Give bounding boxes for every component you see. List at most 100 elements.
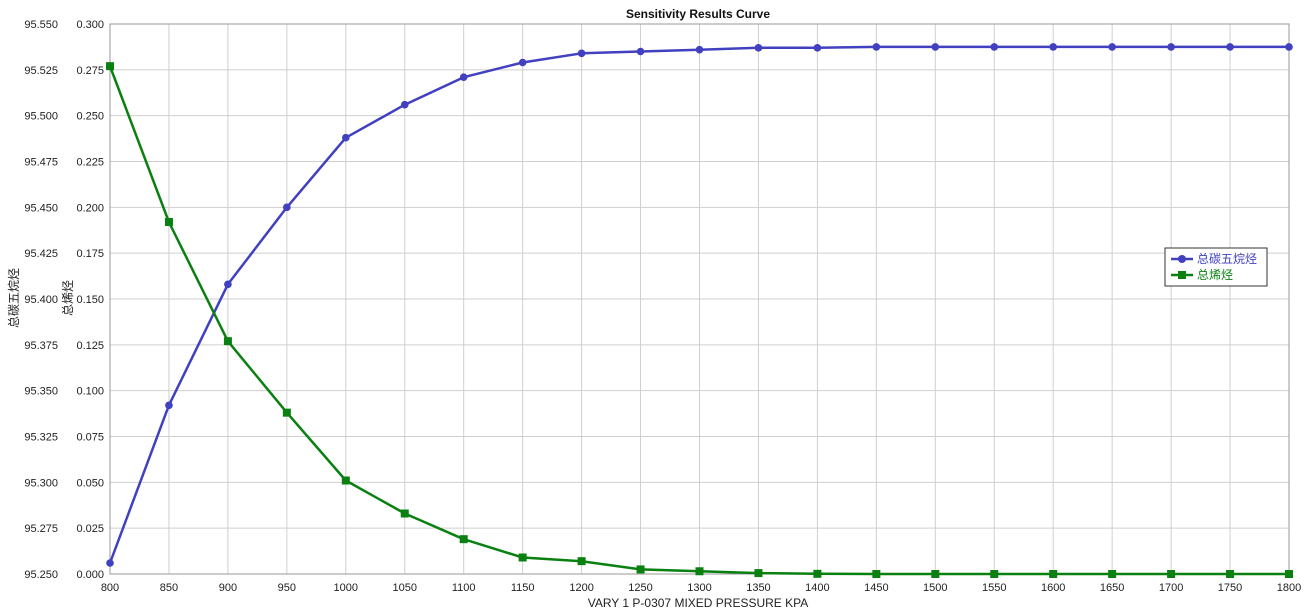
legend-label: 总烯烃 — [1197, 268, 1233, 282]
x-tick-label: 1800 — [1277, 582, 1301, 594]
series-1 — [106, 43, 1293, 567]
y2-tick-label: 0.075 — [76, 432, 104, 444]
data-point — [106, 62, 114, 71]
x-tick-label: 1700 — [1159, 582, 1183, 594]
chart-title: Sensitivity Results Curve — [626, 7, 770, 21]
data-point — [636, 565, 645, 574]
x-tick-label: 1300 — [687, 582, 711, 594]
data-point — [1167, 43, 1175, 51]
x-tick-label: 1750 — [1218, 582, 1242, 594]
y2-tick-label: 0.175 — [76, 248, 104, 260]
y2-tick-label: 0.000 — [76, 569, 104, 581]
y2-tick-label: 0.225 — [76, 157, 104, 169]
x-tick-label: 1200 — [569, 582, 593, 594]
legend-item: 总烯烃 — [1171, 268, 1233, 282]
data-point — [341, 476, 350, 485]
grid — [109, 23, 1290, 575]
y1-tick-label: 95.550 — [24, 19, 58, 31]
x-tick-label: 900 — [219, 582, 237, 594]
y1-tick-label: 95.250 — [24, 569, 58, 581]
legend-marker — [1178, 271, 1186, 279]
data-point — [106, 559, 114, 567]
data-point — [459, 535, 468, 544]
legend-item: 总碳五烷烃 — [1171, 252, 1257, 266]
y2-tick-label: 0.300 — [76, 19, 104, 31]
y1-tick-label: 95.325 — [24, 432, 58, 444]
data-point — [1049, 43, 1057, 51]
data-point — [931, 570, 940, 578]
data-point — [1226, 43, 1234, 51]
series-layer — [106, 43, 1293, 578]
data-point — [931, 43, 940, 51]
x-tick-label: 1550 — [982, 582, 1006, 594]
y1-tick-label: 95.475 — [24, 157, 58, 169]
legend-box — [1164, 247, 1268, 287]
data-point — [577, 49, 586, 58]
y1-tick-label: 95.275 — [24, 523, 58, 535]
data-point — [990, 570, 999, 578]
data-point — [1285, 43, 1293, 51]
y2-tick-label: 0.050 — [76, 477, 104, 489]
data-point — [164, 218, 173, 226]
x-tick-label: 1000 — [334, 582, 358, 594]
data-point — [754, 44, 763, 52]
data-point — [224, 280, 232, 289]
data-point — [754, 569, 763, 578]
data-point — [695, 567, 704, 576]
y1-tick-label: 95.500 — [24, 111, 58, 123]
y2-tick-label: 0.275 — [76, 65, 104, 77]
data-point — [518, 553, 527, 562]
x-tick-label: 800 — [101, 582, 119, 594]
data-point — [577, 557, 586, 566]
y2-tick-label: 0.250 — [76, 111, 104, 123]
y2-tick-label: 0.150 — [76, 294, 104, 306]
legend-label: 总碳五烷烃 — [1197, 252, 1257, 266]
data-point — [813, 44, 822, 52]
x-tick-label: 850 — [160, 582, 178, 594]
data-point — [400, 100, 409, 109]
x-tick-label: 1500 — [923, 582, 947, 594]
y2-tick-label: 0.200 — [76, 202, 104, 214]
x-tick-label: 1600 — [1041, 582, 1065, 594]
y2-axis-label: 总烯烃 — [61, 280, 75, 316]
data-point — [990, 43, 999, 51]
y1-tick-label: 95.375 — [24, 340, 58, 352]
data-point — [342, 133, 350, 142]
x-tick-label: 1650 — [1100, 582, 1124, 594]
y1-tick-label: 95.525 — [24, 65, 58, 77]
x-tick-label: 1250 — [628, 582, 652, 594]
data-point — [1167, 570, 1176, 578]
y1-tick-label: 95.450 — [24, 202, 58, 214]
data-point — [1108, 43, 1116, 51]
data-point — [872, 43, 881, 51]
data-point — [813, 569, 822, 578]
y2-tick-label: 0.025 — [76, 523, 104, 535]
y2-tick-label: 0.100 — [76, 386, 104, 398]
y1-tick-label: 95.425 — [24, 248, 58, 260]
y1-tick-label: 95.400 — [24, 294, 58, 306]
data-point — [283, 203, 291, 212]
x-tick-label: 1450 — [864, 582, 888, 594]
data-point — [872, 570, 881, 578]
x-tick-label: 1350 — [746, 582, 770, 594]
data-point — [282, 408, 291, 417]
data-point — [518, 58, 527, 67]
x-tick-label: 1100 — [452, 582, 476, 594]
data-point — [1108, 570, 1117, 578]
y1-axis-label: 总碳五烷烃 — [7, 268, 21, 328]
data-point — [1226, 570, 1235, 578]
x-axis-label: VARY 1 P-0307 MIXED PRESSURE KPA — [588, 596, 809, 610]
y1-tick-label: 95.300 — [24, 477, 58, 489]
data-point — [459, 73, 468, 81]
series-2 — [106, 62, 1293, 578]
data-point — [695, 45, 704, 54]
data-point — [223, 337, 232, 346]
x-tick-label: 1150 — [511, 582, 535, 594]
legend-marker — [1178, 255, 1186, 263]
x-tick-label: 1050 — [393, 582, 417, 594]
data-point — [1049, 570, 1058, 578]
data-point — [165, 401, 173, 410]
data-point — [636, 47, 645, 56]
